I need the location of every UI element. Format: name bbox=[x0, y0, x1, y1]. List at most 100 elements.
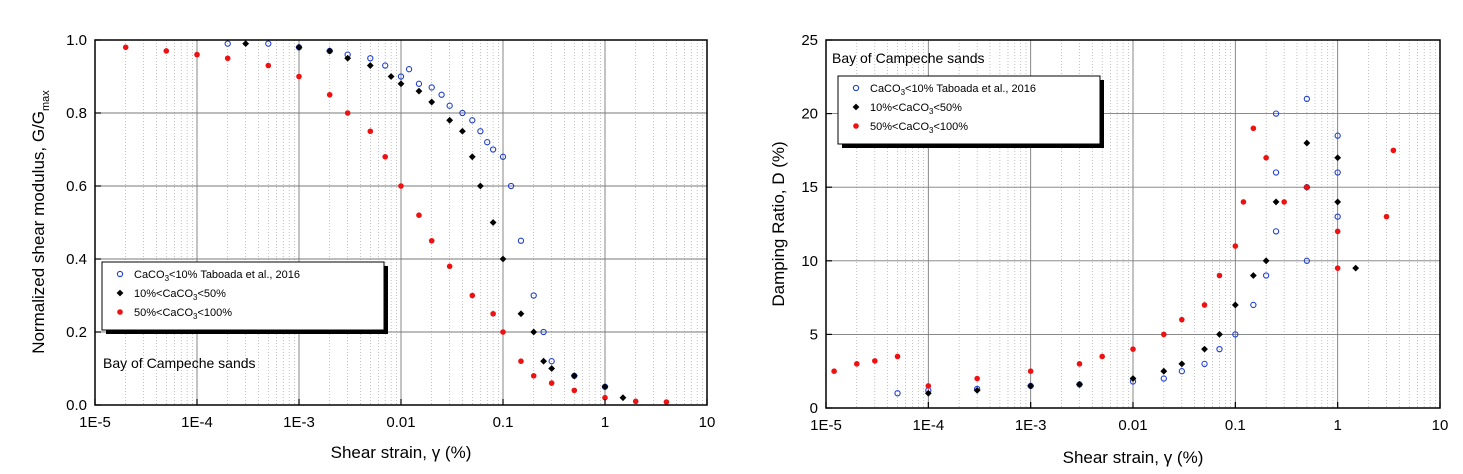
x-tick-label: 1E-3 bbox=[283, 414, 315, 431]
series-1 bbox=[242, 40, 626, 401]
data-point bbox=[416, 88, 423, 95]
data-point bbox=[367, 62, 374, 69]
data-point bbox=[926, 383, 932, 389]
data-point bbox=[327, 92, 333, 98]
data-point bbox=[1263, 257, 1270, 264]
legend-entry: CaCO3<10% Taboada et al., 2016 bbox=[853, 83, 1036, 97]
x-tick-label: 10 bbox=[1432, 417, 1449, 434]
data-point bbox=[194, 52, 200, 58]
data-point bbox=[1201, 346, 1208, 353]
tick-labels: 1E-5 1E-4 1E-3 0.01 0.1 1 10 0.0 0.2 0.4 0.6 0.8 1.0 bbox=[66, 32, 715, 431]
shear-modulus-chart: 1E-5 1E-4 1E-3 0.01 0.1 1 10 0.0 0.2 0.4 0.6 0.8 1.0… bbox=[29, 32, 715, 462]
y-tick-label: 25 bbox=[801, 32, 818, 49]
data-point bbox=[664, 399, 670, 405]
legend: CaCO3<10% Taboada et al., 2016 10%<CaCO3<… bbox=[838, 76, 1104, 148]
annotation: Bay of Campeche sands bbox=[103, 355, 256, 371]
data-point bbox=[1099, 354, 1105, 360]
data-point bbox=[1251, 302, 1256, 307]
y-tick-label: 0.8 bbox=[66, 105, 87, 122]
data-point bbox=[872, 358, 878, 364]
y-tick-label: 20 bbox=[801, 106, 818, 123]
data-point bbox=[1303, 140, 1310, 147]
data-point bbox=[602, 383, 609, 390]
data-point bbox=[1335, 265, 1341, 271]
data-point bbox=[296, 74, 302, 80]
data-point bbox=[398, 80, 405, 87]
data-point bbox=[1178, 360, 1185, 367]
data-point bbox=[1273, 199, 1280, 206]
data-point bbox=[428, 99, 435, 106]
data-point bbox=[1391, 148, 1397, 154]
data-point bbox=[1335, 229, 1341, 235]
x-tick-label: 1E-3 bbox=[1015, 417, 1047, 434]
data-point bbox=[1250, 272, 1257, 279]
y-tick-label: 0.6 bbox=[66, 178, 87, 195]
legend-label: 50%<CaCO3<100% bbox=[134, 307, 232, 321]
data-point bbox=[490, 219, 497, 226]
data-point bbox=[416, 212, 422, 218]
data-point bbox=[163, 48, 169, 54]
x-tick-label: 0.01 bbox=[1118, 417, 1147, 434]
legend-label: CaCO3<10% Taboada et al., 2016 bbox=[134, 269, 300, 283]
data-point bbox=[549, 380, 555, 386]
x-axis-label: Shear strain, γ (%) bbox=[331, 443, 472, 462]
legend-marker bbox=[117, 309, 123, 315]
data-point bbox=[469, 293, 475, 299]
grid bbox=[95, 40, 707, 405]
legend-label: 50%<CaCO3<100% bbox=[870, 121, 968, 135]
data-point bbox=[1334, 154, 1341, 161]
y-tick-label: 0 bbox=[810, 400, 818, 417]
y-tick-label: 15 bbox=[801, 179, 818, 196]
legend: CaCO3<10% Taboada et al., 2016 10%<CaCO3<… bbox=[102, 262, 388, 334]
data-point bbox=[571, 372, 578, 379]
legend-marker bbox=[853, 123, 859, 129]
data-point bbox=[388, 73, 395, 80]
data-point bbox=[398, 183, 404, 189]
data-point bbox=[1334, 199, 1341, 206]
data-point bbox=[571, 388, 577, 394]
data-point bbox=[242, 40, 249, 47]
data-point bbox=[1216, 331, 1223, 338]
x-tick-label: 1E-5 bbox=[810, 417, 842, 434]
data-point bbox=[1251, 126, 1257, 132]
data-point bbox=[1241, 199, 1247, 205]
data-point bbox=[1130, 346, 1136, 352]
data-point bbox=[1161, 332, 1167, 338]
data-point bbox=[1027, 383, 1034, 390]
y-axis-label: Damping Ratio, D (%) bbox=[769, 141, 788, 306]
data-point bbox=[367, 128, 373, 134]
annotation: Bay of Campeche sands bbox=[832, 50, 985, 66]
damping-ratio-chart: 1E-5 1E-4 1E-3 0.01 0.1 1 100510152025 Shear s… bbox=[769, 32, 1448, 467]
data-point bbox=[518, 238, 523, 243]
data-point bbox=[1202, 302, 1208, 308]
data-point bbox=[974, 376, 980, 382]
data-point bbox=[1304, 184, 1310, 190]
data-point bbox=[1352, 265, 1359, 272]
y-tick-label: 1.0 bbox=[66, 32, 87, 49]
data-point bbox=[1076, 381, 1083, 388]
y-tick-label: 10 bbox=[801, 253, 818, 270]
data-point bbox=[500, 329, 506, 335]
data-point bbox=[1263, 155, 1269, 161]
data-point bbox=[548, 365, 555, 372]
legend-entry: 50%<CaCO3<100% bbox=[117, 307, 232, 321]
data-point bbox=[531, 373, 537, 379]
data-point bbox=[1217, 273, 1223, 279]
data-point bbox=[530, 329, 537, 336]
y-axis-label: Normalized shear modulus, G/Gmax bbox=[29, 90, 52, 354]
data-point bbox=[406, 67, 411, 72]
data-point bbox=[490, 311, 496, 317]
data-point bbox=[326, 48, 333, 55]
data-point bbox=[1160, 368, 1167, 375]
x-tick-label: 0.1 bbox=[1225, 417, 1246, 434]
data-point bbox=[518, 310, 525, 317]
data-point bbox=[1384, 214, 1390, 220]
x-tick-label: 0.01 bbox=[386, 414, 415, 431]
legend-entry: 50%<CaCO3<100% bbox=[853, 121, 968, 135]
legend-label: 10%<CaCO3<50% bbox=[134, 288, 226, 302]
legend-label: CaCO3<10% Taboada et al., 2016 bbox=[870, 83, 1036, 97]
data-point bbox=[447, 264, 453, 270]
data-point bbox=[1232, 302, 1239, 309]
legend-entry: 10%<CaCO3<50% bbox=[117, 288, 227, 302]
